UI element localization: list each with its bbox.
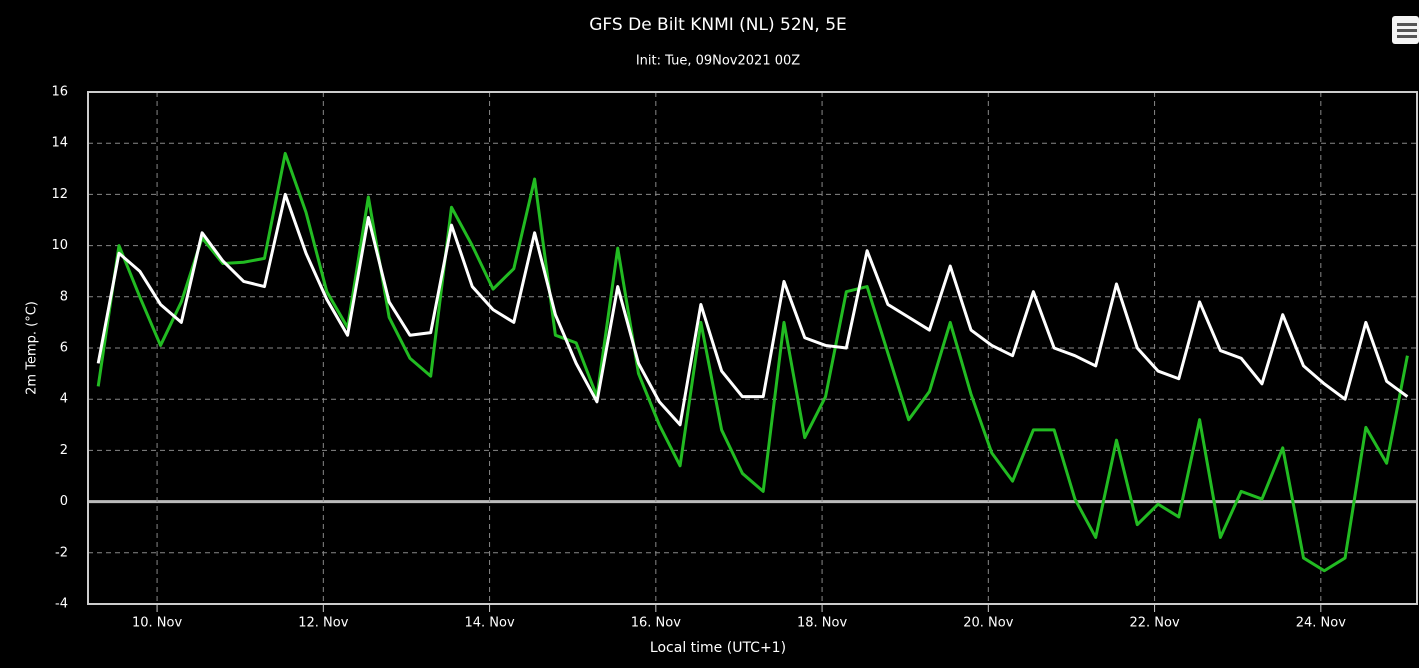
y-tick-label: -2: [55, 545, 68, 560]
y-tick-label: 2: [60, 443, 68, 458]
x-tick-label: 18. Nov: [797, 616, 847, 631]
y-tick-label: 10: [51, 238, 68, 253]
plot-border: [87, 91, 1418, 605]
y-tick-label: 0: [60, 494, 68, 509]
y-tick-label: 8: [60, 289, 68, 304]
menu-button[interactable]: [1392, 16, 1419, 44]
x-tick-label: 12. Nov: [298, 616, 348, 631]
line-series: [96, 192, 1409, 427]
y-tick-label: 12: [51, 187, 68, 202]
y-tick-label: 14: [51, 136, 68, 151]
x-tick-label: 22. Nov: [1129, 616, 1179, 631]
y-axis-title: 2m Temp. (°C): [25, 301, 40, 395]
y-tick-label: -4: [55, 597, 68, 612]
chart-subtitle: Init: Tue, 09Nov2021 00Z: [636, 54, 800, 69]
x-tick-label: 24. Nov: [1296, 616, 1346, 631]
y-tick-label: 16: [51, 85, 68, 100]
x-tick-label: 20. Nov: [963, 616, 1013, 631]
y-tick-label: 4: [60, 392, 68, 407]
x-tick-label: 16. Nov: [631, 616, 681, 631]
menu-bar: [1397, 29, 1417, 32]
x-tick-label: 14. Nov: [464, 616, 514, 631]
chart-title: GFS De Bilt KNMI (NL) 52N, 5E: [589, 15, 847, 35]
x-tick-label: 10. Nov: [132, 616, 182, 631]
x-axis-title: Local time (UTC+1): [650, 640, 786, 656]
line-series: [96, 151, 1409, 573]
menu-bar: [1397, 35, 1417, 38]
y-tick-label: 6: [60, 341, 68, 356]
menu-bar: [1397, 23, 1417, 26]
